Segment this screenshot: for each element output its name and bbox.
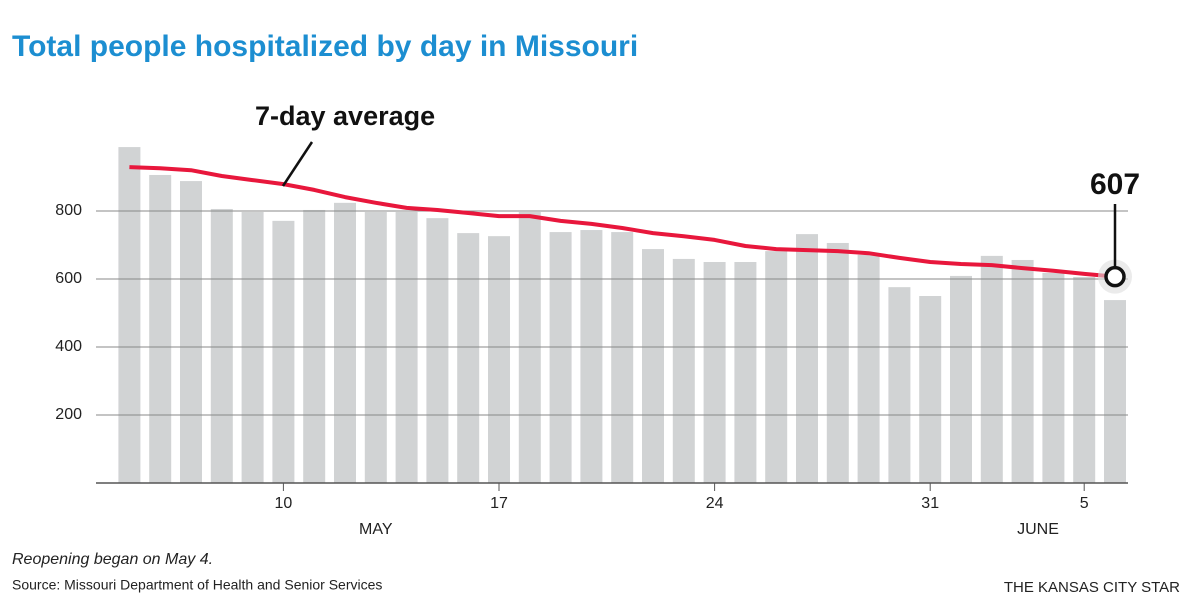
bar [703,262,726,483]
last-point [1104,265,1126,288]
note: Reopening began on May 4. [12,551,213,568]
bar [734,262,757,483]
source: Source: Missouri Department of Health an… [12,577,382,593]
bar [118,147,141,483]
bar [241,212,264,483]
month-label: MAY [359,521,393,538]
bar [980,255,1003,483]
bar [765,251,788,483]
bar [1011,259,1034,483]
bar [826,242,849,483]
y-tick-label: 800 [55,202,82,219]
bar [395,212,418,483]
bar [950,275,972,483]
bar [334,202,356,483]
x-tick-label: 24 [706,495,724,512]
bar [210,208,233,483]
bar [488,236,510,483]
x-tick-label: 5 [1080,495,1089,512]
bar [457,233,480,483]
bar [611,232,634,483]
y-tick-label: 400 [55,338,82,355]
bar [1042,272,1065,483]
series-label: 7-day average [255,101,435,131]
bar [672,258,695,483]
x-tick-label: 31 [921,495,939,512]
bar [180,181,202,483]
bar [518,212,541,483]
bar [857,254,880,483]
y-tick-label: 200 [55,406,82,423]
bar [364,212,387,483]
y-tick-label: 600 [55,270,82,287]
x-tick-label: 17 [490,495,508,512]
value-label: 607 [1090,168,1140,201]
credit: THE KANSAS CITY STAR [1004,579,1180,596]
callout-leader [281,141,314,187]
bar [303,209,326,484]
chart-title: Total people hospitalized by day in Miss… [12,30,638,63]
bar [888,287,911,483]
bar [580,230,603,483]
bar [796,234,818,483]
bar [642,249,664,483]
bar [919,296,942,483]
bar [426,218,449,483]
bar [549,232,572,483]
month-label: JUNE [1017,521,1059,538]
average-line [129,165,1116,279]
bar [1104,300,1126,483]
bar [1073,276,1096,483]
bar [272,220,295,484]
bar [149,174,172,483]
x-tick-label: 10 [275,495,293,512]
